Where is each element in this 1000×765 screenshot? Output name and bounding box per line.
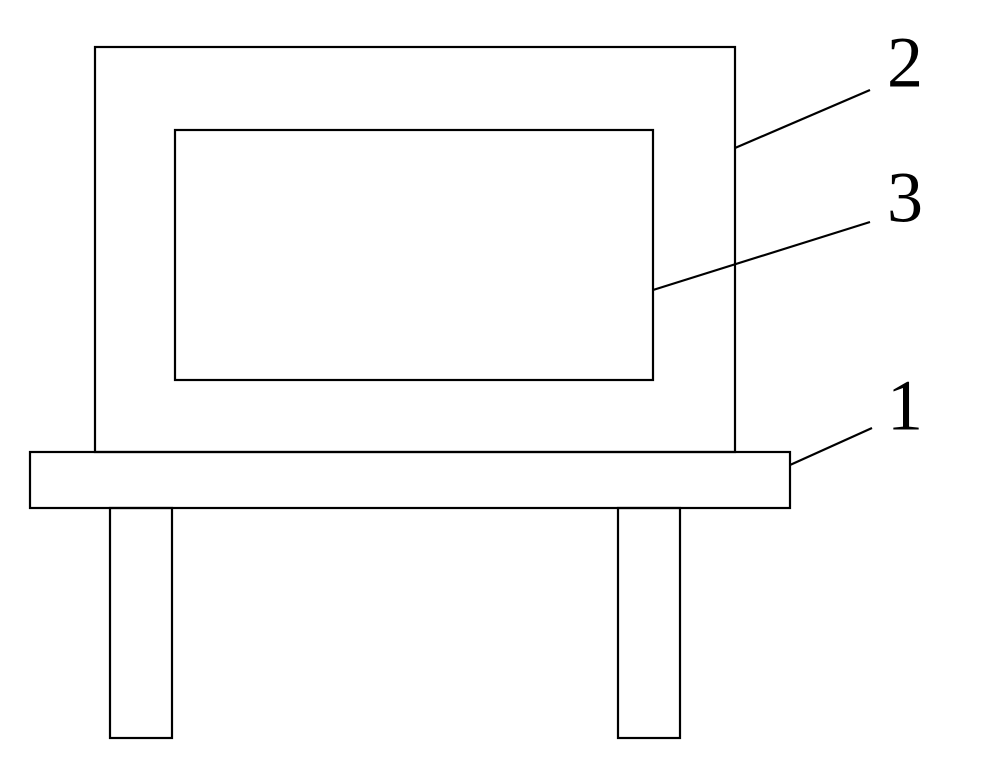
label-2: 2 (887, 23, 923, 103)
label-3: 3 (887, 158, 923, 238)
background (0, 0, 1000, 765)
label-1: 1 (887, 366, 923, 446)
technical-diagram: 2 3 1 (0, 0, 1000, 765)
